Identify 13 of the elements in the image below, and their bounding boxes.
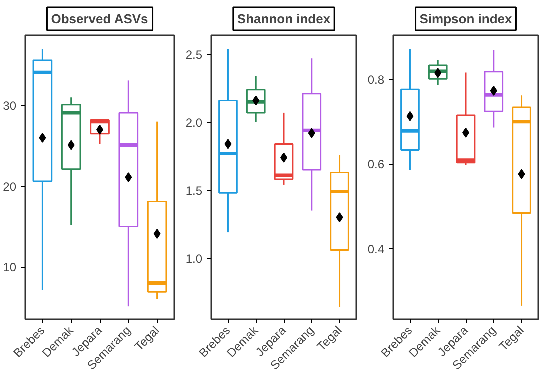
y-tick-label: 0.6 <box>368 158 385 172</box>
y-tick-label: 1.0 <box>186 252 203 266</box>
chart-title: Shannon index <box>237 12 332 26</box>
y-tick-label: 30 <box>3 99 17 114</box>
y-tick-label: 10 <box>3 260 17 275</box>
chart-title: Observed ASVs <box>51 12 148 26</box>
y-tick-label: 0.8 <box>368 73 385 88</box>
y-tick-label: 20 <box>3 180 17 194</box>
y-tick-label: 2.5 <box>186 48 203 62</box>
y-tick-label: 0.4 <box>368 242 385 256</box>
y-tick-label: 2.0 <box>186 116 203 130</box>
y-tick-label: 1.5 <box>186 184 203 198</box>
chart-title: Simpson index <box>420 12 513 26</box>
